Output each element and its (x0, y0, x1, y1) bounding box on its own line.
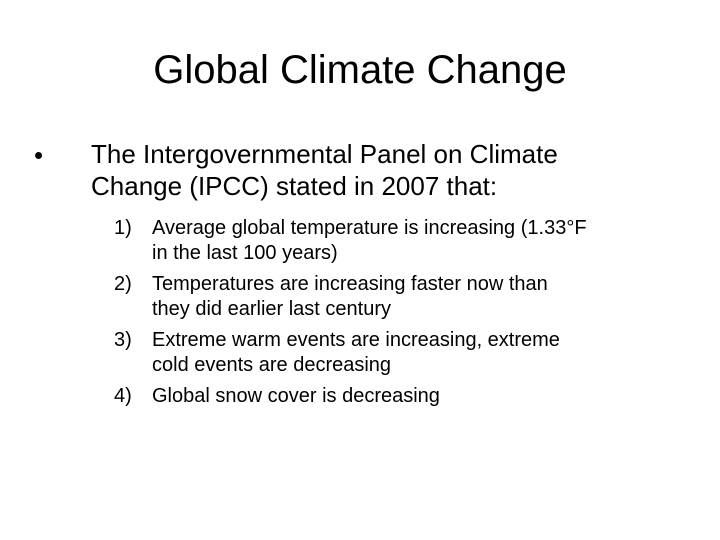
list-item-line: cold events are decreasing (152, 354, 392, 376)
list-item-line: Average global temperature is increasing… (152, 217, 587, 239)
list-item-line: Global snow cover is decreasing (152, 385, 440, 407)
numbered-list: 1) Average global temperature is increas… (114, 216, 694, 415)
list-item-line: in the last 100 years) (152, 242, 338, 264)
bullet-text: The Intergovernmental Panel on Climate C… (91, 138, 691, 202)
list-item-number: 4) (114, 385, 132, 407)
list-item: 2) Temperatures are increasing faster no… (114, 272, 694, 322)
slide-title: Global Climate Change (153, 48, 567, 92)
list-item: 1) Average global temperature is increas… (114, 216, 694, 266)
list-item-number: 3) (114, 329, 132, 351)
list-item-number: 1) (114, 217, 132, 239)
bullet-line: The Intergovernmental Panel on Climate (91, 139, 558, 169)
list-item: 4) Global snow cover is decreasing (114, 384, 694, 409)
bullet-line: Change (IPCC) stated in 2007 that: (91, 171, 498, 201)
list-item-line: Extreme warm events are increasing, extr… (152, 329, 560, 351)
list-item-line: Temperatures are increasing faster now t… (152, 273, 548, 295)
bullet-marker: • (34, 140, 44, 170)
list-item-number: 2) (114, 273, 132, 295)
list-item-line: they did earlier last century (152, 298, 392, 320)
list-item: 3) Extreme warm events are increasing, e… (114, 328, 694, 378)
